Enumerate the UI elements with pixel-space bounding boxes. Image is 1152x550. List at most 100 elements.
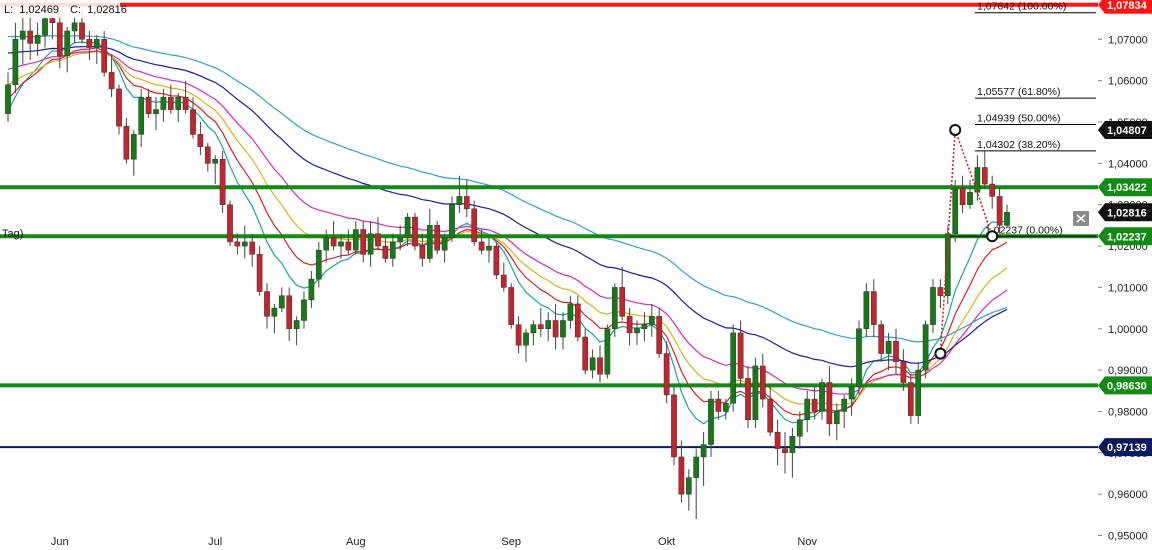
candle-body bbox=[93, 39, 100, 48]
y-tick-label: 1,00000 bbox=[1108, 324, 1148, 336]
candle-body bbox=[227, 204, 233, 243]
x-tick-label: Jul bbox=[208, 536, 222, 548]
candle-body bbox=[352, 229, 359, 251]
candle-body bbox=[685, 477, 692, 495]
candle-body bbox=[560, 320, 566, 338]
candle-body bbox=[219, 158, 226, 205]
candle-body bbox=[382, 245, 389, 259]
candle-body bbox=[123, 125, 130, 160]
candle-body bbox=[745, 378, 751, 420]
candle-body bbox=[804, 398, 811, 420]
candle-body bbox=[634, 328, 640, 334]
moving-average-line bbox=[7, 47, 1008, 416]
candle-body bbox=[752, 365, 759, 420]
candle-body bbox=[338, 241, 344, 247]
candle-body bbox=[160, 96, 167, 110]
candle-body bbox=[545, 320, 552, 330]
fibonacci-label: 1,07642 (100.00%) bbox=[977, 1, 1066, 13]
moving-average-line bbox=[7, 50, 1008, 406]
candle-body bbox=[967, 192, 973, 205]
candle-body bbox=[34, 34, 41, 44]
candle-body bbox=[663, 353, 670, 396]
candle-body bbox=[841, 398, 848, 412]
zigzag-line bbox=[939, 129, 993, 354]
candle-body bbox=[293, 320, 300, 330]
side-label: Tag) bbox=[2, 228, 23, 240]
candle-body bbox=[434, 225, 441, 251]
candle-body bbox=[108, 72, 115, 90]
candle-body bbox=[241, 241, 248, 247]
price-badges: 1,07834 1,03422 1,02237 0,98630 0,97139 1,028… bbox=[1098, 0, 1152, 457]
price-badge: 1,03422 bbox=[1098, 178, 1152, 197]
candle-body bbox=[375, 233, 381, 247]
candle-body bbox=[819, 382, 825, 412]
x-tick-label: Sep bbox=[501, 536, 521, 548]
candle-body bbox=[782, 448, 788, 454]
candle-body bbox=[996, 196, 1003, 226]
moving-average-lines bbox=[7, 35, 1008, 425]
candle-body bbox=[153, 109, 159, 114]
price-badge: 1,04807 bbox=[1098, 120, 1152, 139]
x-tick-label: Okt bbox=[658, 536, 675, 548]
candle-body bbox=[708, 398, 714, 445]
y-tick-label: 0,96000 bbox=[1108, 489, 1148, 501]
candle-body bbox=[870, 291, 877, 325]
candle-body bbox=[256, 254, 263, 292]
candle-body bbox=[567, 303, 574, 321]
candle-body bbox=[678, 456, 685, 495]
y-tick-label: 0,99000 bbox=[1108, 365, 1148, 377]
price-badge-shape bbox=[1098, 203, 1152, 222]
candle-body bbox=[12, 39, 19, 86]
candle-body bbox=[597, 357, 603, 375]
price-badge-shape bbox=[1098, 376, 1152, 395]
candle-body bbox=[700, 444, 707, 458]
x-tick-label: Jun bbox=[51, 536, 69, 548]
candle-body bbox=[989, 183, 996, 197]
moving-average-line bbox=[7, 41, 1008, 425]
price-badge-label: 1,04807 bbox=[1107, 125, 1147, 137]
candle-body bbox=[478, 241, 485, 251]
pattern-point-marker bbox=[949, 123, 962, 136]
fibonacci-label: 1,04302 (38.20%) bbox=[977, 139, 1060, 151]
price-badge: 0,98630 bbox=[1098, 376, 1152, 395]
price-badge-label: 1,03422 bbox=[1107, 182, 1147, 194]
candle-body bbox=[360, 229, 367, 255]
candle-body bbox=[959, 187, 966, 205]
candle-body bbox=[619, 287, 626, 317]
candle-body bbox=[737, 332, 744, 379]
x-tick-label: Aug bbox=[346, 536, 366, 548]
candle-body bbox=[493, 245, 500, 276]
candle-body bbox=[530, 324, 537, 334]
candle-body bbox=[811, 398, 818, 412]
candle-body bbox=[463, 196, 470, 210]
candle-body bbox=[515, 324, 522, 346]
close-x-icon[interactable] bbox=[1073, 211, 1089, 226]
price-badge-shape bbox=[1098, 438, 1152, 457]
header-background bbox=[0, 0, 120, 18]
candle-body bbox=[922, 324, 929, 371]
candle-body bbox=[582, 336, 589, 371]
candle-body bbox=[167, 96, 174, 110]
candle-body bbox=[656, 316, 663, 354]
candle-body bbox=[552, 320, 559, 338]
candle-body bbox=[389, 241, 396, 259]
candle-body bbox=[264, 291, 270, 317]
candle-body bbox=[589, 357, 596, 371]
candle-body bbox=[345, 241, 352, 251]
candle-body bbox=[71, 22, 78, 32]
candle-body bbox=[789, 436, 796, 454]
y-tick-label: 1,06000 bbox=[1108, 76, 1148, 88]
candle-body bbox=[456, 196, 463, 205]
candle-body bbox=[315, 249, 322, 280]
close-value: 1,02816 bbox=[87, 4, 127, 16]
candle-body bbox=[249, 241, 256, 255]
candle-body bbox=[826, 382, 833, 425]
candle-body bbox=[412, 216, 418, 247]
x-tick-label: Nov bbox=[797, 536, 817, 548]
candle-body bbox=[671, 394, 677, 458]
candle-body bbox=[449, 204, 455, 239]
candle-body bbox=[915, 369, 922, 416]
x-axis: Jun Jul Aug Sep Okt Nov bbox=[51, 536, 818, 548]
price-badge-label: 1,02237 bbox=[1107, 231, 1147, 243]
